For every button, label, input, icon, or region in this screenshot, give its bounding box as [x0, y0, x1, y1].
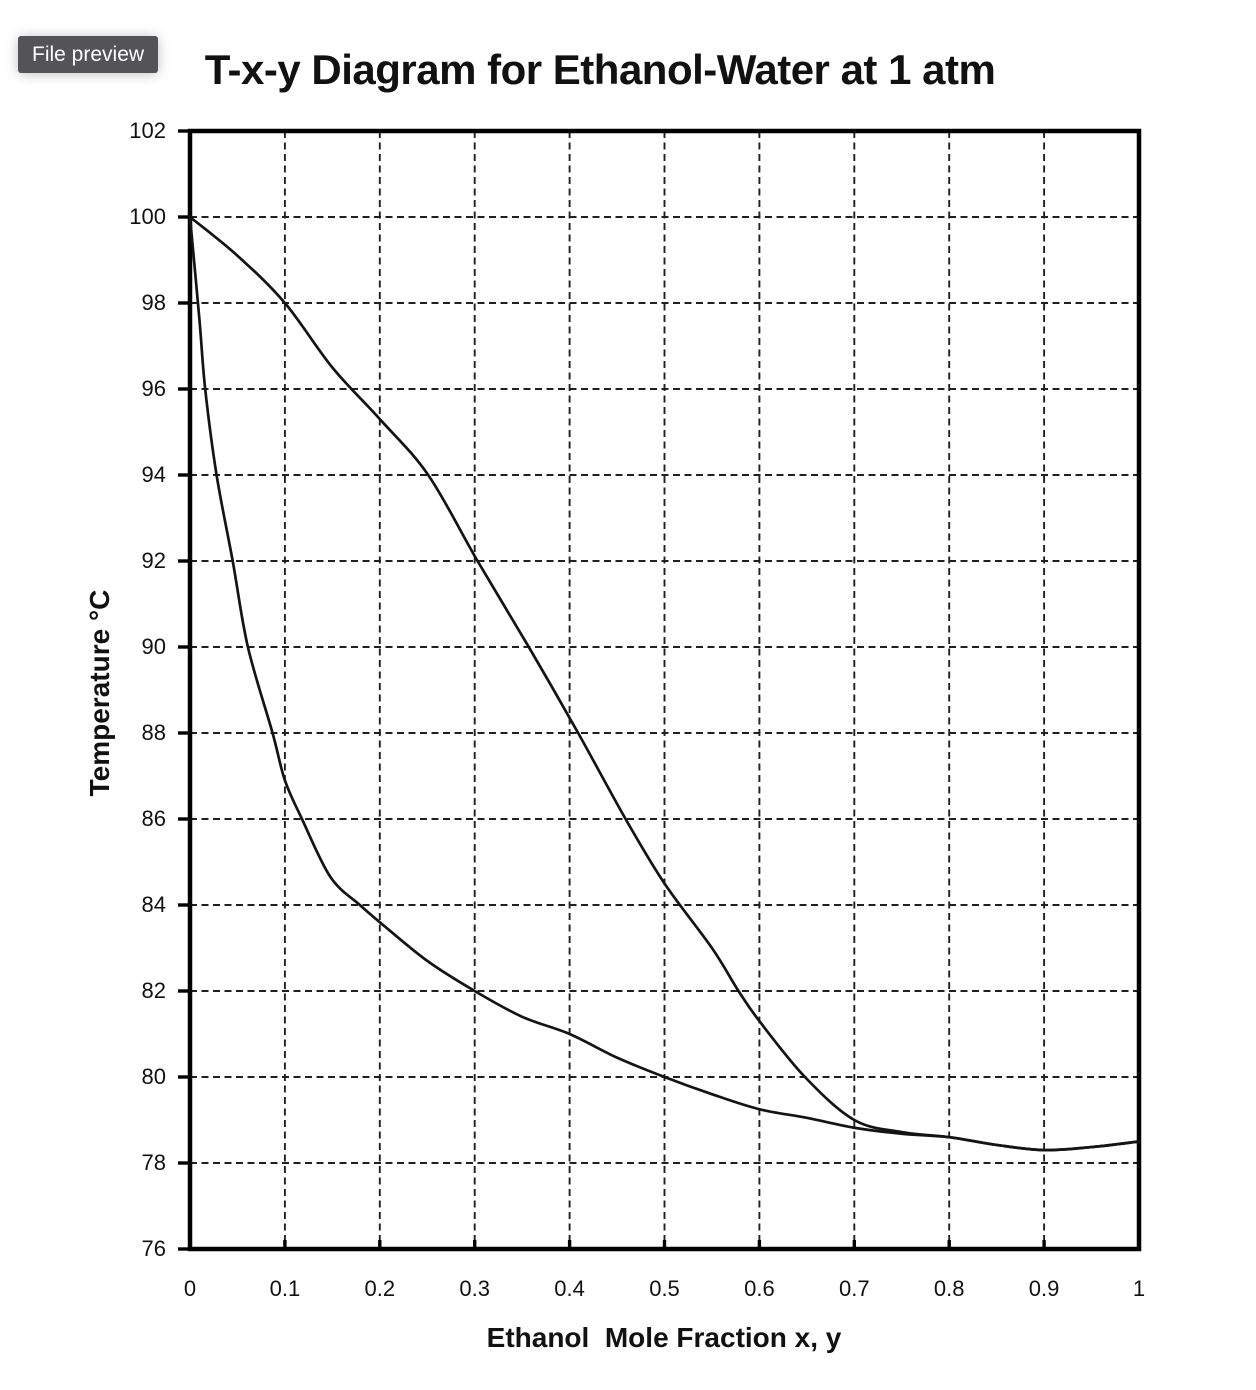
x-tick-label: 0.8 [933, 1276, 965, 1301]
x-axis-title: Ethanol Mole Fraction x, y [486, 1322, 842, 1353]
x-tick-label: 0.6 [744, 1276, 775, 1301]
x-tick-label: 0.7 [839, 1276, 870, 1301]
y-tick-label: 86 [141, 806, 166, 831]
x-tick-label: 0.1 [269, 1276, 301, 1301]
y-tick-label: 96 [141, 376, 166, 401]
x-tick-label: 0.4 [554, 1276, 585, 1301]
y-tick-label: 90 [141, 634, 166, 659]
y-tick-label: 98 [141, 290, 166, 315]
x-tick-label: 0 [183, 1276, 197, 1301]
bubble-point-curve [188, 215, 1141, 1152]
file-preview-badge: File preview [18, 36, 159, 73]
plot-border [187, 128, 1142, 1252]
x-tick-label: 0.5 [649, 1276, 680, 1301]
y-tick-label: 92 [141, 548, 166, 573]
y-tick-label: 78 [141, 1150, 166, 1175]
x-tick-label: 0.9 [1028, 1276, 1060, 1301]
y-tick-label: 102 [129, 118, 166, 143]
x-tick-label: 0.2 [364, 1276, 396, 1301]
y-tick-label: 84 [141, 892, 166, 917]
y-tick-label: 94 [141, 462, 166, 487]
chart-title: T-x-y Diagram for Ethanol-Water at 1 atm [204, 46, 996, 93]
y-tick-label: 76 [141, 1236, 166, 1261]
y-tick-label: 82 [141, 978, 166, 1003]
y-tick-label: 88 [141, 720, 166, 745]
y-tick-label: 100 [129, 204, 166, 229]
x-tick-label: 1 [1132, 1276, 1146, 1301]
y-tick-label: 80 [141, 1064, 166, 1089]
x-tick-label: 0.3 [459, 1276, 490, 1301]
